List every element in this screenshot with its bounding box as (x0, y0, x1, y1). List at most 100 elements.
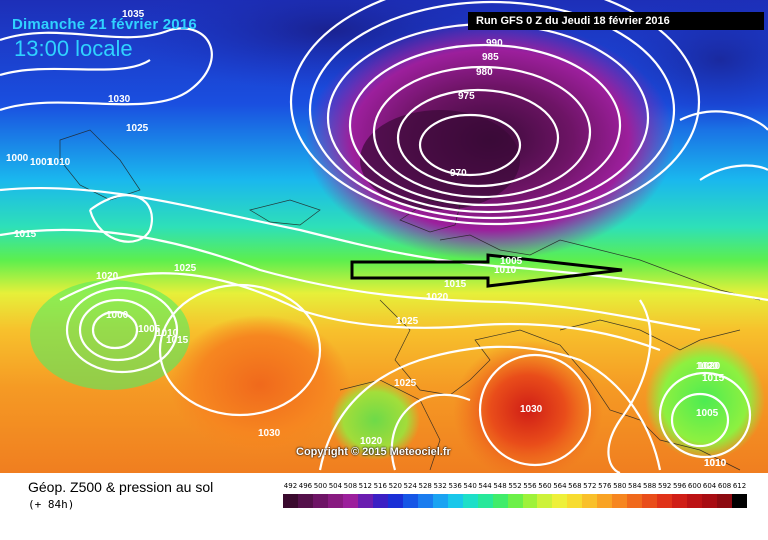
isobar-label: 1020 (360, 436, 383, 447)
legend-swatch (312, 494, 328, 508)
isobar-label: 975 (458, 91, 475, 102)
isobar-label: 1030 (258, 428, 281, 439)
isobar-label: 1025 (174, 263, 197, 274)
isobar-label: 1025 (126, 123, 149, 134)
legend-tick: 560 (538, 482, 552, 490)
chart-footer: Géop. Z500 & pression au sol (+ 84h) 492… (0, 473, 768, 540)
isobar-label: 1010 (494, 265, 517, 276)
legend-tick: 532 (433, 482, 447, 490)
legend-swatch (567, 494, 583, 508)
legend-tick: 568 (568, 482, 582, 490)
isobar-label: 980 (476, 67, 493, 78)
legend-swatch (672, 494, 688, 508)
isobar-label: 1020 (696, 361, 719, 372)
isobar-label: 1035 (122, 9, 145, 20)
isobar-label: 1001 (30, 157, 53, 168)
legend-tick: 572 (583, 482, 597, 490)
legend-swatch (642, 494, 658, 508)
legend-tick: 540 (463, 482, 477, 490)
legend-swatch (702, 494, 718, 508)
legend-tick: 564 (553, 482, 567, 490)
legend-tick: 604 (702, 482, 717, 490)
isobar-label: 1000 (106, 310, 129, 321)
legend-tick: 612 (732, 482, 747, 490)
forecast-date: Dimanche 21 février 2016 (12, 16, 197, 33)
isobar-label: 1005 (138, 324, 161, 335)
legend-swatch (687, 494, 703, 508)
copyright-notice: Copyright © 2015 Meteociel.fr (296, 446, 451, 458)
legend-tick: 504 (328, 482, 343, 490)
legend-tick: 548 (493, 482, 507, 490)
legend-swatch (657, 494, 673, 508)
isobar-label: 990 (486, 38, 503, 49)
legend-swatch (522, 494, 538, 508)
legend-swatch (417, 494, 433, 508)
color-legend (283, 494, 748, 508)
legend-swatch (387, 494, 403, 508)
legend-tick: 608 (717, 482, 732, 490)
legend-swatch (717, 494, 733, 508)
legend-swatch (537, 494, 553, 508)
legend-swatch (402, 494, 418, 508)
legend-tick: 492 (283, 482, 298, 490)
legend-tick: 496 (298, 482, 313, 490)
legend-tick: 596 (672, 482, 687, 490)
legend-tick: 544 (478, 482, 492, 490)
legend-swatch (612, 494, 628, 508)
legend-swatch (327, 494, 343, 508)
direction-arrow (350, 253, 623, 288)
legend-swatch (297, 494, 313, 508)
forecast-time: 13:00 locale (14, 36, 133, 61)
isobar-label: 1020 (426, 292, 449, 303)
legend-swatch (477, 494, 493, 508)
legend-tick: 588 (643, 482, 657, 490)
model-run-label: Run GFS 0 Z du Jeudi 18 février 2016 (468, 12, 764, 30)
isobar-label: 1015 (702, 373, 725, 384)
isobar-label: 1015 (166, 335, 189, 346)
isobar-label: 985 (482, 52, 499, 63)
legend-swatch (492, 494, 508, 508)
legend-swatch (507, 494, 523, 508)
isobar-label: 1010 (704, 458, 727, 469)
legend-tick: 512 (358, 482, 372, 490)
isobar-label: 1030 (520, 404, 543, 415)
legend-swatch (372, 494, 388, 508)
chart-title: Géop. Z500 & pression au sol (28, 479, 214, 495)
legend-swatch (447, 494, 463, 508)
legend-tick: 584 (628, 482, 642, 490)
legend-swatch (357, 494, 373, 508)
legend-tick-labels: 492 496 500 504 508 512 516 520 524 528 532 536 540 5… (283, 482, 747, 494)
legend-swatch (462, 494, 478, 508)
legend-tick: 516 (373, 482, 387, 490)
legend-swatch (432, 494, 448, 508)
isobar-label: 1005 (500, 256, 523, 267)
legend-swatch (597, 494, 613, 508)
legend-swatch (342, 494, 358, 508)
legend-swatch (552, 494, 568, 508)
isobar-label: 1015 (444, 279, 467, 290)
isobar-label: 1010 (704, 458, 727, 469)
legend-swatch (732, 494, 748, 508)
legend-tick: 600 (687, 482, 702, 490)
isobar-label: 1020 (698, 361, 721, 372)
legend-tick: 552 (508, 482, 522, 490)
isobar-label: 1030 (108, 94, 131, 105)
legend-swatch (627, 494, 643, 508)
isobar-label: 1010 (156, 328, 179, 339)
legend-tick: 536 (448, 482, 462, 490)
isobar-label: 1000 (6, 153, 29, 164)
legend-tick: 580 (613, 482, 627, 490)
legend-tick: 508 (343, 482, 358, 490)
isobar-label: 1025 (396, 316, 419, 327)
isobar-label: 970 (450, 168, 467, 179)
high-pressure-zone (453, 340, 603, 473)
legend-tick: 576 (598, 482, 612, 490)
isobar-label: 1020 (96, 271, 119, 282)
legend-tick: 556 (523, 482, 537, 490)
legend-tick: 592 (657, 482, 672, 490)
legend-tick: 500 (313, 482, 328, 490)
forecast-offset: (+ 84h) (28, 498, 75, 511)
legend-tick: 528 (418, 482, 432, 490)
